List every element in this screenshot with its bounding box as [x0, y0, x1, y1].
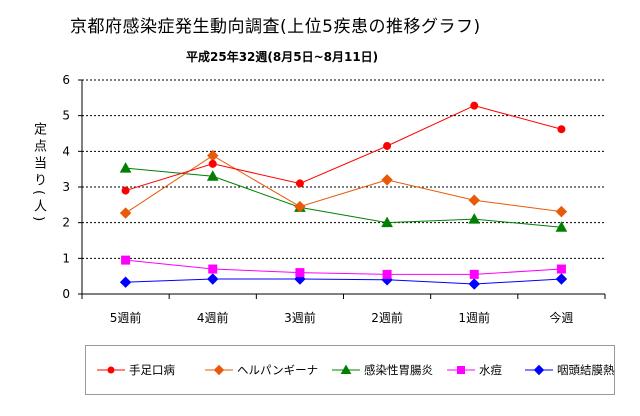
y-tick-label: 5 — [62, 109, 70, 123]
data-point — [121, 255, 131, 265]
data-point — [555, 273, 568, 285]
legend-item: 水痘 — [446, 362, 502, 378]
legend-swatch — [97, 366, 125, 374]
data-point — [556, 264, 566, 274]
data-point — [208, 264, 218, 274]
legend-swatch — [205, 364, 233, 376]
chart-subtitle: 平成25年32週(8月5日~8月11日) — [186, 50, 379, 64]
y-tick-label: 4 — [62, 144, 70, 158]
data-point — [382, 269, 392, 279]
data-point — [119, 276, 132, 288]
data-point — [557, 125, 566, 134]
legend-swatch — [525, 364, 553, 376]
x-tick-label: 1週前 — [458, 310, 490, 325]
data-point — [208, 159, 217, 168]
series-line — [125, 167, 562, 228]
legend-item: 手足口病 — [96, 362, 175, 378]
legend-item: 感染性胃腸炎 — [331, 362, 433, 378]
legend-label: 感染性胃腸炎 — [364, 363, 433, 377]
data-point — [470, 101, 479, 110]
data-point — [119, 207, 132, 219]
y-axis-label: 定点当り(人) — [31, 122, 46, 226]
legend-marker — [107, 366, 115, 374]
legend-label: 咽頭結膜熱 — [557, 363, 615, 377]
y-tick-label: 1 — [62, 251, 70, 265]
y-tick-label: 0 — [62, 287, 70, 301]
series-line — [125, 155, 562, 214]
data-point — [469, 269, 479, 279]
data-point — [119, 162, 132, 173]
legend-item: 咽頭結膜熱 — [524, 362, 615, 378]
series-line — [125, 105, 562, 192]
series-line — [125, 259, 562, 275]
data-point — [207, 149, 219, 162]
x-tick-label: 今週 — [549, 310, 573, 325]
y-tick-label: 3 — [62, 180, 70, 194]
legend-marker — [533, 364, 545, 376]
legend: 手足口病 ヘルパンギーナ 感染性胃腸炎 水痘 咽頭結膜熱 — [85, 345, 615, 395]
legend-swatch — [447, 366, 475, 374]
chart-title: 京都府感染症発生動向調査(上位5疾患の推移グラフ) — [70, 17, 481, 37]
legend-label: 手足口病 — [129, 363, 175, 377]
x-tick-label: 4週前 — [197, 310, 229, 325]
y-tick-label: 6 — [62, 73, 70, 87]
data-point — [207, 273, 219, 285]
data-point — [381, 174, 393, 186]
data-point — [294, 200, 306, 213]
data-point — [383, 141, 392, 150]
data-point — [468, 278, 480, 290]
legend-marker — [213, 364, 225, 376]
data-point — [468, 194, 480, 206]
data-point — [206, 170, 219, 181]
x-tick-label: 3週前 — [284, 310, 316, 325]
data-point — [381, 216, 393, 228]
x-tick-label: 5週前 — [110, 310, 142, 325]
series-line — [125, 278, 562, 285]
legend-marker — [340, 364, 352, 374]
data-point — [468, 213, 481, 224]
data-point — [555, 221, 568, 232]
legend-label: ヘルパンギーナ — [237, 363, 319, 377]
data-point — [121, 186, 130, 195]
legend-swatch — [332, 364, 360, 374]
legend-label: 水痘 — [479, 363, 502, 377]
line-chart: 0 1 2 3 4 5 6 5週前 4週前 3週前 2週前 1週前 今週 — [62, 73, 606, 325]
data-point — [295, 268, 305, 278]
data-point — [295, 179, 304, 188]
data-point — [555, 205, 568, 218]
legend-marker — [457, 366, 465, 374]
y-tick-label: 2 — [62, 216, 70, 230]
legend-item: ヘルパンギーナ — [204, 362, 318, 378]
x-tick-label: 2週前 — [371, 310, 403, 325]
